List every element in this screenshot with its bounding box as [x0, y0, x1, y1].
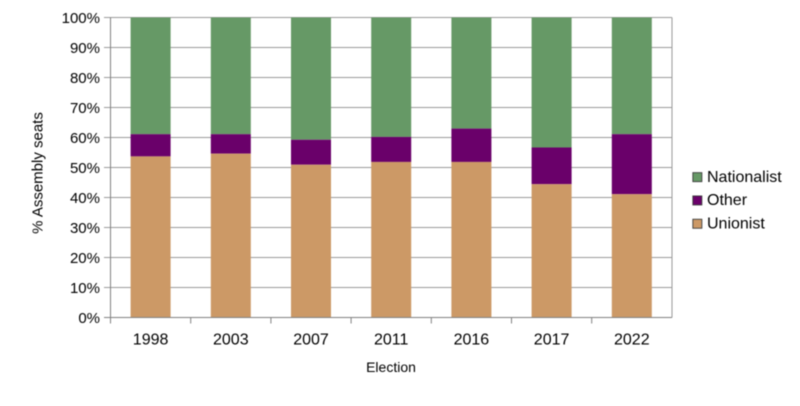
svg-text:90%: 90% — [70, 40, 100, 57]
svg-text:Other: Other — [707, 192, 748, 209]
svg-text:Unionist: Unionist — [707, 215, 765, 232]
svg-text:50%: 50% — [70, 160, 100, 177]
svg-text:100%: 100% — [62, 10, 100, 27]
svg-text:70%: 70% — [70, 100, 100, 117]
svg-text:2022: 2022 — [614, 332, 650, 349]
svg-text:2017: 2017 — [534, 332, 570, 349]
svg-text:% Assembly seats: % Assembly seats — [30, 112, 47, 234]
svg-text:2003: 2003 — [213, 332, 249, 349]
svg-text:40%: 40% — [70, 190, 100, 207]
svg-text:10%: 10% — [70, 280, 100, 297]
svg-text:80%: 80% — [70, 70, 100, 87]
svg-text:2011: 2011 — [374, 332, 409, 349]
svg-text:Election: Election — [366, 359, 416, 375]
svg-text:Nationalist: Nationalist — [707, 169, 782, 186]
svg-text:20%: 20% — [70, 250, 100, 267]
svg-text:60%: 60% — [70, 130, 100, 147]
svg-text:2016: 2016 — [454, 332, 490, 349]
svg-text:2007: 2007 — [293, 332, 329, 349]
svg-text:0%: 0% — [78, 310, 100, 327]
svg-text:30%: 30% — [70, 220, 100, 237]
svg-text:1998: 1998 — [133, 332, 169, 349]
